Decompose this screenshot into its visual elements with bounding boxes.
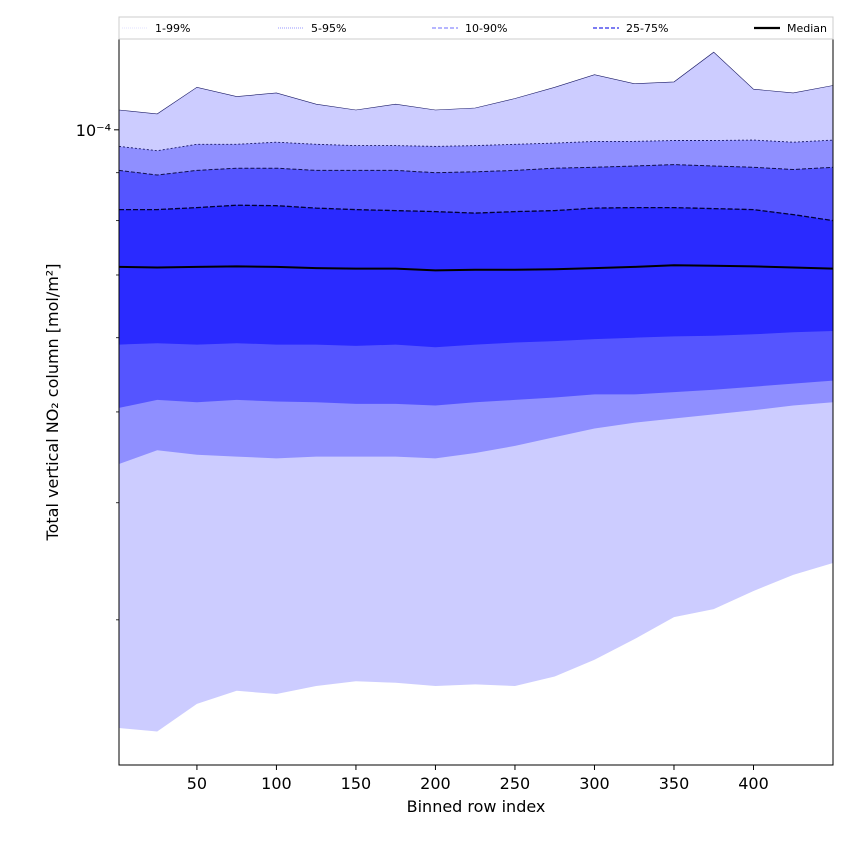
legend: 1-99% 5-95% 10-90% 25-75% Median bbox=[118, 16, 834, 40]
x-tick-label: 350 bbox=[659, 774, 690, 793]
line-90-pct bbox=[119, 164, 833, 176]
x-tick-label: 50 bbox=[187, 774, 207, 793]
x-tick-label: 250 bbox=[500, 774, 531, 793]
legend-label: 1-99% bbox=[155, 22, 190, 35]
legend-label: 5-95% bbox=[311, 22, 346, 35]
legend-label: 10-90% bbox=[465, 22, 507, 35]
plot-area bbox=[119, 51, 833, 732]
x-tick-label: 400 bbox=[738, 774, 769, 793]
band-25-75 bbox=[119, 205, 833, 348]
plot-layers bbox=[119, 51, 833, 732]
x-axis-label: Binned row index bbox=[407, 797, 546, 816]
y-tick-label: 10⁻⁴ bbox=[76, 121, 111, 140]
line-median bbox=[119, 264, 833, 272]
legend-label: 25-75% bbox=[626, 22, 668, 35]
legend-box bbox=[118, 16, 834, 40]
x-tick-label: 300 bbox=[579, 774, 610, 793]
y-axis-label: Total vertical NO₂ column [mol/m²] bbox=[43, 264, 62, 542]
legend-label: Median bbox=[787, 22, 827, 35]
x-tick-label: 200 bbox=[420, 774, 451, 793]
x-tick-label: 100 bbox=[261, 774, 292, 793]
line-99-pct bbox=[119, 51, 833, 115]
line-95-pct bbox=[119, 139, 833, 152]
x-tick-label: 150 bbox=[341, 774, 372, 793]
line-75-pct bbox=[119, 204, 833, 222]
